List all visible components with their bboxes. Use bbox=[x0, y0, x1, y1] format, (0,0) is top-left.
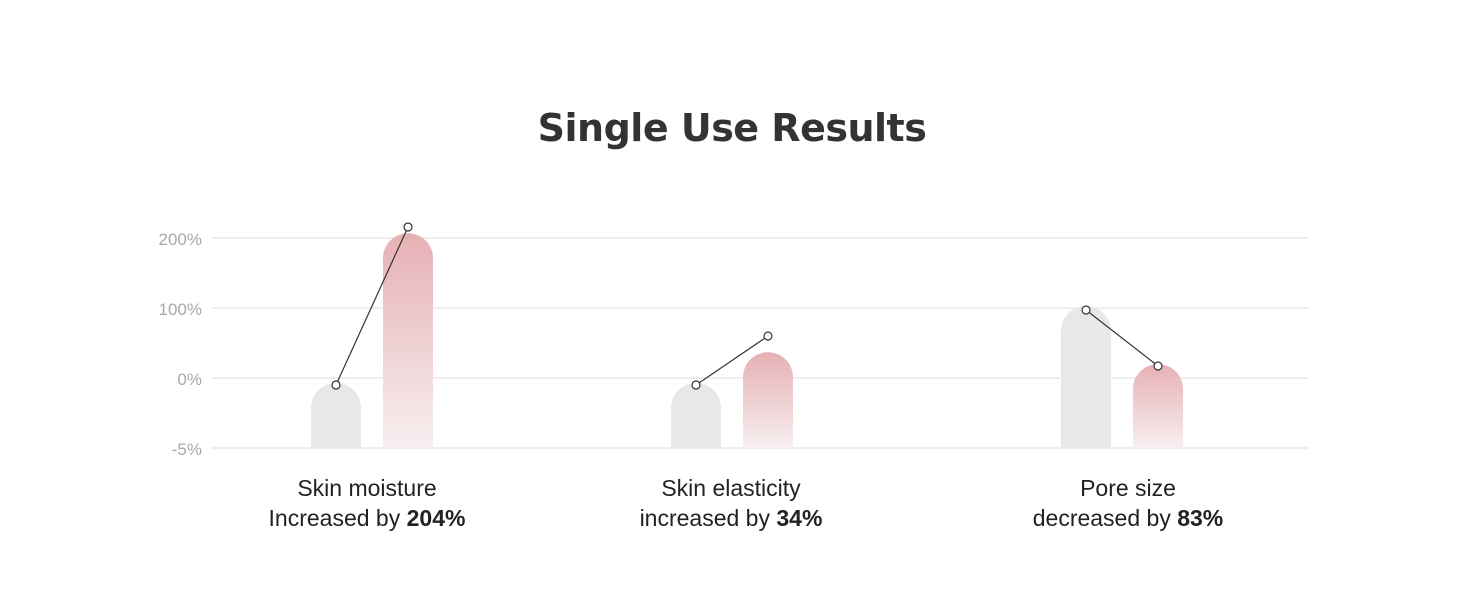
result-prefix: decreased by bbox=[1032, 505, 1178, 531]
result-value: 204% bbox=[406, 505, 466, 531]
bar-before bbox=[671, 383, 721, 448]
change-lines bbox=[331, 222, 1163, 390]
category-name: Skin elasticity bbox=[661, 475, 801, 501]
change-line bbox=[1085, 309, 1159, 367]
result-value: 83% bbox=[1177, 505, 1224, 531]
before-marker bbox=[331, 380, 341, 390]
category-name: Skin moisture bbox=[297, 475, 437, 501]
bars bbox=[311, 233, 1183, 448]
y-tick-label: -5% bbox=[172, 440, 202, 459]
bar-before bbox=[1061, 306, 1111, 448]
category-result: increased by 34% bbox=[581, 503, 881, 533]
category-name: Pore size bbox=[1080, 475, 1176, 501]
chart-title: Single Use Results bbox=[537, 106, 927, 150]
bar-before bbox=[311, 383, 361, 448]
result-prefix: increased by bbox=[639, 505, 777, 531]
result-value: 34% bbox=[776, 505, 823, 531]
after-marker bbox=[763, 331, 773, 341]
category-label-skin-moisture: Skin moisture Increased by 204% bbox=[217, 473, 517, 533]
result-prefix: Increased by bbox=[268, 505, 407, 531]
change-line bbox=[695, 335, 769, 386]
before-marker bbox=[691, 380, 701, 390]
y-tick-label: 0% bbox=[177, 370, 202, 389]
y-tick-label: 100% bbox=[159, 300, 202, 319]
y-axis-ticks: 200% 100% 0% -5% bbox=[159, 230, 202, 459]
change-line bbox=[335, 226, 409, 386]
category-result: Increased by 204% bbox=[217, 503, 517, 533]
category-label-pore-size: Pore size decreased by 83% bbox=[978, 473, 1278, 533]
bar-after bbox=[1133, 364, 1183, 448]
after-marker bbox=[403, 222, 413, 232]
y-tick-label: 200% bbox=[159, 230, 202, 249]
bar-after bbox=[383, 233, 433, 448]
before-marker bbox=[1081, 305, 1091, 315]
after-marker bbox=[1153, 361, 1163, 371]
category-result: decreased by 83% bbox=[978, 503, 1278, 533]
category-label-skin-elasticity: Skin elasticity increased by 34% bbox=[581, 473, 881, 533]
bar-after bbox=[743, 352, 793, 448]
